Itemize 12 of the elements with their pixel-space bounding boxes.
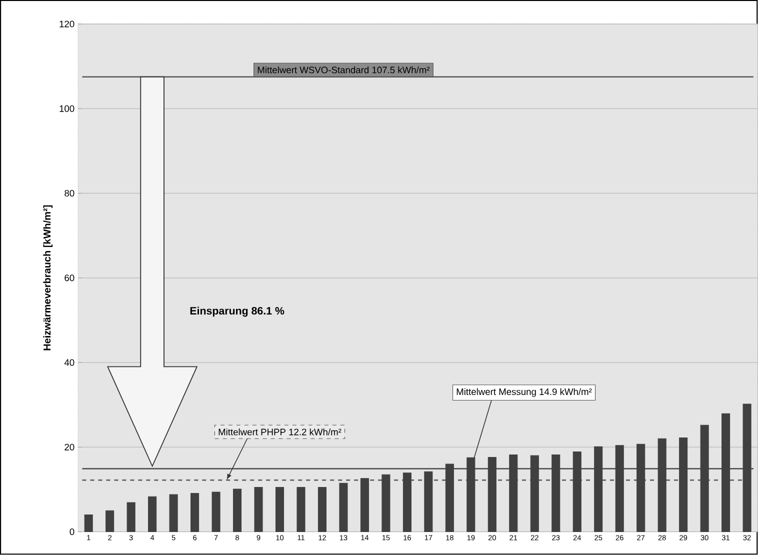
y-axis-title: Heizwärmeverbrauch [kWh/m²] — [43, 206, 53, 350]
y-tick-label: 0 — [70, 528, 74, 536]
ref-line-label: Mittelwert Messung 14.9 kWh/m² — [456, 388, 592, 398]
y-tick-label: 40 — [64, 359, 74, 366]
ref-line-label: Mittelwert WSVO-Standard 107.5 kWh/m² — [258, 66, 430, 74]
ref-line-label: Mittelwert PHPP 12.2 kWh/m² — [218, 428, 342, 436]
annotation: Einsparung 86.1 % — [190, 306, 284, 317]
y-tick-label: 20 — [64, 444, 74, 451]
y-tick-label: 80 — [64, 190, 74, 197]
y-tick-label: 120 — [60, 20, 74, 28]
y-tick-label: 60 — [64, 274, 74, 282]
y-tick-label: 100 — [60, 105, 74, 112]
